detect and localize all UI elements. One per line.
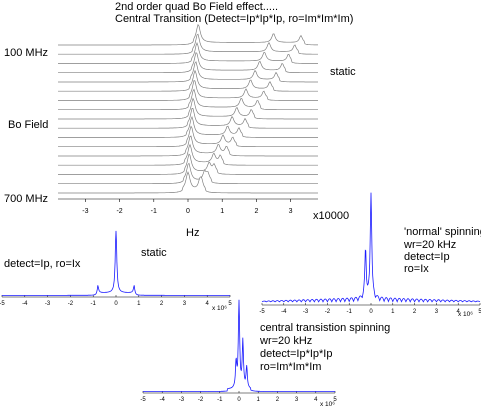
panel-tick-label: -1 bbox=[91, 301, 97, 307]
x-axis-label: Hz bbox=[186, 227, 199, 239]
panel-tick-label: 0 bbox=[237, 397, 241, 403]
panel-tick-label: -5 bbox=[0, 301, 5, 307]
panel-tick-label: -1 bbox=[347, 309, 353, 315]
panel-tick-label: 4 bbox=[314, 397, 318, 403]
panel-tick-label: -2 bbox=[68, 301, 74, 307]
stack-tick-label: 3 bbox=[289, 208, 293, 215]
ct-line1: central transistion spinning bbox=[260, 322, 390, 334]
panel-tick-label: 3 bbox=[183, 301, 187, 307]
stack-tick-label: -1 bbox=[151, 208, 157, 215]
ct-x-multiplier: x 10⁶ bbox=[320, 401, 335, 408]
panel-tick-label: 2 bbox=[276, 397, 280, 403]
panel-tick-label: 2 bbox=[160, 301, 164, 307]
stack-tick-label: -3 bbox=[82, 208, 88, 215]
panel-tick-label: -4 bbox=[22, 301, 28, 307]
panel-tick-label: 0 bbox=[114, 301, 118, 307]
panel-tick-label: 3 bbox=[295, 397, 299, 403]
panel-tick-label: 3 bbox=[435, 309, 439, 315]
panel-tick-label: 2 bbox=[413, 309, 417, 315]
panel-tick-label: -2 bbox=[198, 397, 204, 403]
normal-line1: 'normal' spinning bbox=[404, 226, 481, 238]
stack-tick-label: 1 bbox=[220, 208, 224, 215]
static-x-multiplier: x 10⁶ bbox=[212, 305, 227, 312]
field-label-middle: Bo Field bbox=[8, 119, 48, 131]
static-panel-label: static bbox=[141, 247, 167, 259]
x-multiplier: x10000 bbox=[313, 210, 349, 222]
panel-tick-label: -2 bbox=[325, 309, 331, 315]
figure-title: 2nd order quad Bo Field effect..... bbox=[115, 1, 278, 13]
panel-tick-label: 1 bbox=[391, 309, 395, 315]
panel-tick-label: 1 bbox=[137, 301, 141, 307]
panel-tick-label: 0 bbox=[369, 309, 373, 315]
panel-tick-label: -5 bbox=[259, 309, 265, 315]
ct-line3: detect=Ip*Ip*Ip bbox=[260, 348, 332, 360]
panel-tick-label: 4 bbox=[206, 301, 210, 307]
normal-line4: ro=Ix bbox=[404, 263, 429, 275]
normal-x-multiplier: x 10⁶ bbox=[458, 311, 473, 318]
panel-tick-label: -3 bbox=[45, 301, 51, 307]
panel-tick-label: -4 bbox=[281, 309, 287, 315]
figure-subtitle: Central Transition (Detect=Ip*Ip*Ip, ro=… bbox=[115, 13, 353, 25]
normal-line2: wr=20 kHz bbox=[404, 239, 456, 251]
static-trace-label: static bbox=[330, 66, 356, 78]
panel-tick-label: -5 bbox=[140, 397, 146, 403]
panel-tick-label: -3 bbox=[303, 309, 309, 315]
stack-tick-label: -2 bbox=[116, 208, 122, 215]
panel-tick-label: 1 bbox=[257, 397, 261, 403]
field-label-bottom: 700 MHz bbox=[4, 193, 48, 205]
panel-tick-label: 5 bbox=[228, 301, 232, 307]
normal-line3: detect=Ip bbox=[404, 251, 450, 263]
stack-tick-label: 0 bbox=[186, 208, 190, 215]
stack-tick-label: 2 bbox=[254, 208, 258, 215]
panel-tick-label: -4 bbox=[160, 397, 166, 403]
panel-tick-label: -3 bbox=[179, 397, 185, 403]
ct-line2: wr=20 kHz bbox=[260, 335, 312, 347]
stack-trace bbox=[58, 25, 318, 45]
stacked-spectra-plot: -3 -2 -1 0 1 2 3 bbox=[58, 25, 318, 215]
static-panel-params: detect=Ip, ro=Ix bbox=[4, 258, 80, 270]
ct-line4: ro=Im*Im*Im bbox=[260, 361, 321, 373]
field-label-top: 100 MHz bbox=[4, 47, 48, 59]
panel-tick-label: -1 bbox=[217, 397, 223, 403]
stack-trace bbox=[58, 172, 318, 193]
